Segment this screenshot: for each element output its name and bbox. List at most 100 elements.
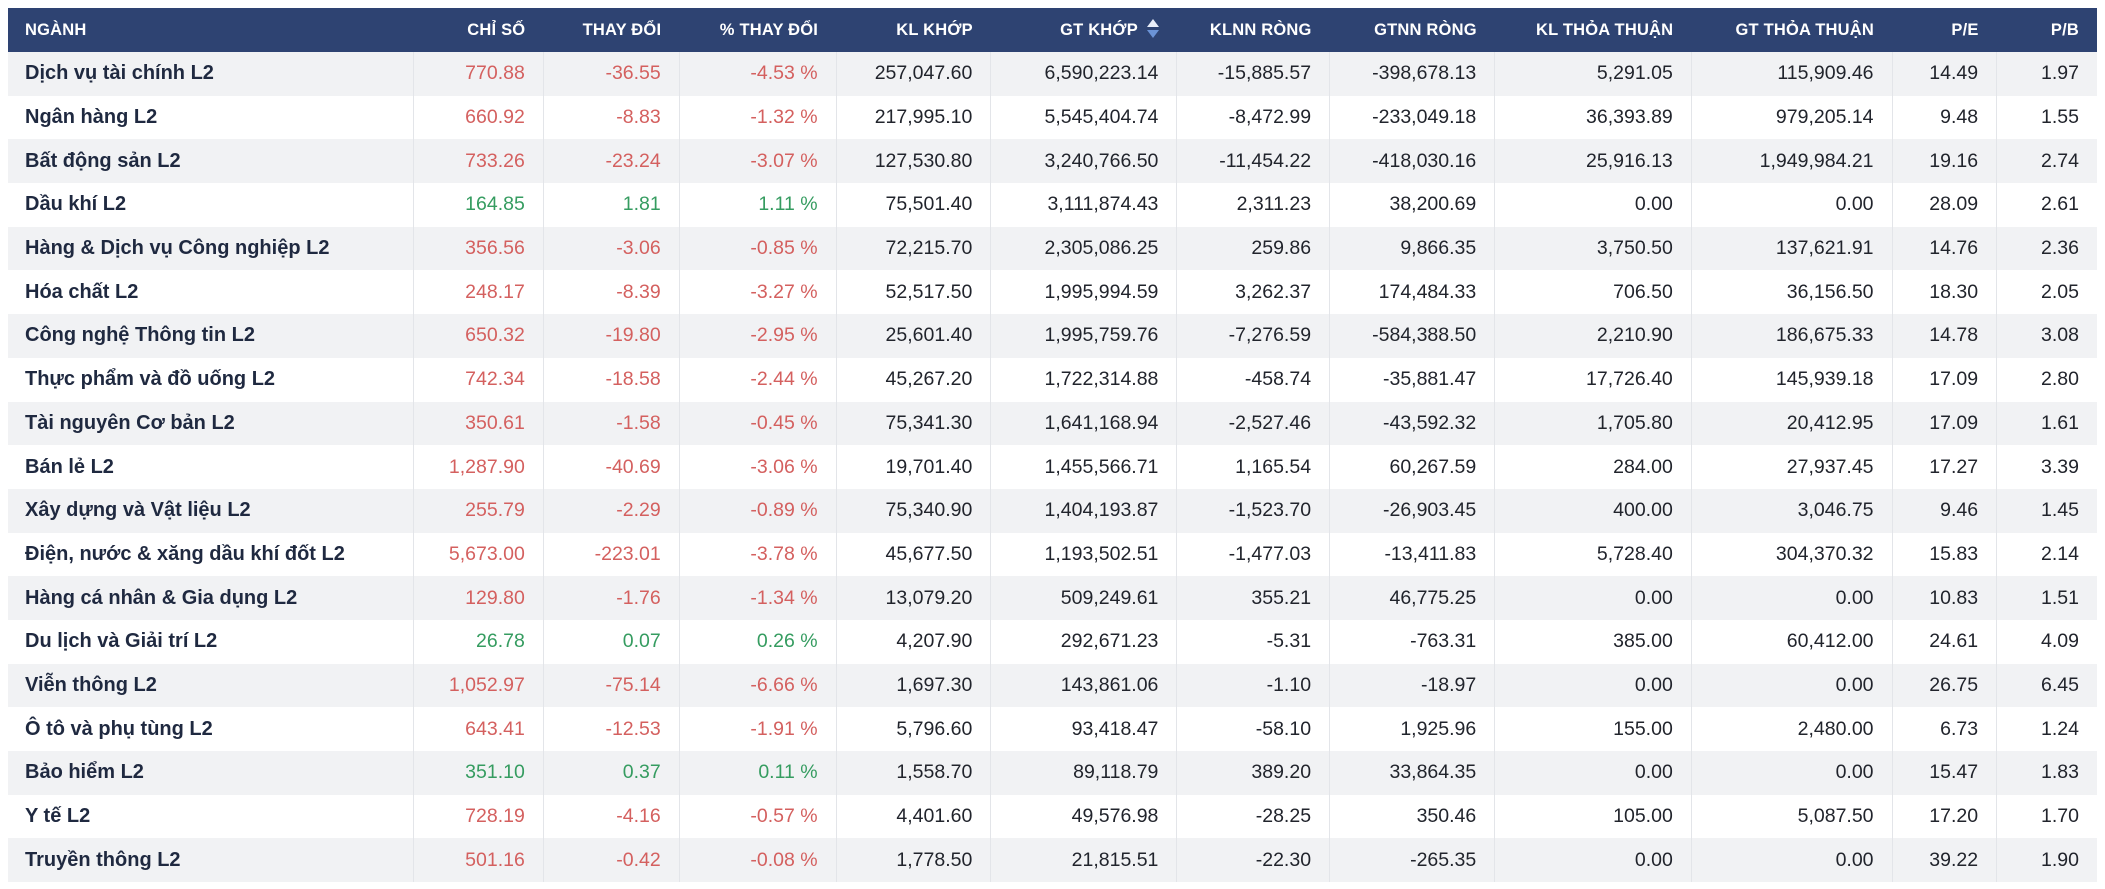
cell-chi_so: 660.92 (413, 95, 544, 140)
cell-kl_thoa_thuan: 5,728.40 (1494, 532, 1692, 577)
cell-klnn_rong: -22.30 (1176, 838, 1330, 883)
cell-thay_doi: -1.58 (542, 401, 680, 446)
column-header-thay_doi[interactable]: THAY ĐỔI (543, 8, 680, 52)
cell-kl_khop: 1,558.70 (835, 751, 991, 795)
column-header-label: KLNN RÒNG (1209, 20, 1312, 39)
table-row[interactable]: Điện, nước & xăng dầu khí đốt L2 5,673.00… (8, 532, 2097, 577)
cell-kl_thoa_thuan: 400.00 (1494, 488, 1692, 533)
cell-pb: 1.90 (1996, 838, 2097, 883)
cell-thay_doi: 0.37 (542, 751, 680, 795)
cell-pb: 2.74 (1996, 139, 2097, 184)
table-row[interactable]: Bảo hiểm L2 351.10 0.37 0.11 % 1,558.70 89,11… (8, 751, 2097, 795)
cell-thay_doi: -75.14 (542, 663, 680, 708)
cell-nganh: Ngân hàng L2 (25, 106, 158, 129)
cell-chi_so: 255.79 (413, 488, 544, 533)
cell-thay_doi: -0.42 (542, 838, 680, 883)
table-row[interactable]: Hóa chất L2 248.17 -8.39 -3.27 % 52,517.50 1,… (8, 270, 2097, 315)
column-header-pb[interactable]: P/B (1996, 8, 2097, 52)
cell-pb: 2.14 (1996, 532, 2097, 577)
cell-gt_thoa_thuan: 137,621.91 (1690, 226, 1893, 271)
column-header-gt_thoa_thuan[interactable]: GT THỎA THUẬN (1691, 8, 1893, 52)
column-header-gt_khop[interactable]: GT KHỚP (990, 8, 1177, 52)
cell-nganh: Ô tô và phụ tùng L2 (25, 717, 213, 740)
column-header-pe[interactable]: P/E (1892, 8, 1997, 52)
table-row[interactable]: Y tế L2 728.19 -4.16 -0.57 % 4,401.60 49,576.… (8, 794, 2097, 839)
column-header-chi_so[interactable]: CHỈ SỐ (413, 8, 544, 52)
table-row[interactable]: Công nghệ Thông tin L2 650.32 -19.80 -2.95 … (8, 314, 2097, 358)
cell-gt_khop: 5,545,404.74 (990, 95, 1177, 140)
table-row[interactable]: Ngân hàng L2 660.92 -8.83 -1.32 % 217,995.10… (8, 95, 2097, 140)
cell-kl_khop: 1,697.30 (835, 663, 991, 708)
cell-gt_thoa_thuan: 115,909.46 (1690, 52, 1893, 96)
cell-klnn_rong: 1,165.54 (1176, 445, 1330, 489)
cell-gt_thoa_thuan: 27,937.45 (1690, 445, 1893, 489)
cell-kl_khop: 4,401.60 (835, 794, 991, 839)
cell-nganh: Công nghệ Thông tin L2 (25, 324, 255, 347)
column-header-kl_khop[interactable]: KL KHỚP (836, 8, 991, 52)
cell-gtnn_rong: 46,775.25 (1329, 576, 1495, 620)
table-row[interactable]: Bán lẻ L2 1,287.90 -40.69 -3.06 % 19,701.40 1… (8, 445, 2097, 489)
cell-pb: 2.05 (1996, 270, 2097, 315)
column-header-pct_thay_doi[interactable]: % THAY ĐỔI (679, 8, 837, 52)
cell-pe: 14.78 (1891, 314, 1997, 358)
cell-kl_khop: 257,047.60 (835, 52, 991, 96)
cell-klnn_rong: -1,523.70 (1176, 488, 1330, 533)
cell-gtnn_rong: -26,903.45 (1329, 488, 1495, 533)
cell-gt_thoa_thuan: 145,939.18 (1690, 357, 1893, 402)
table-row[interactable]: Hàng cá nhân & Gia dụng L2 129.80 -1.76 -1.… (8, 576, 2097, 620)
cell-gtnn_rong: 60,267.59 (1329, 445, 1495, 489)
cell-pe: 28.09 (1891, 183, 1997, 227)
cell-kl_khop: 75,501.40 (835, 183, 991, 227)
table-row[interactable]: Bất động sản L2 733.26 -23.24 -3.07 % 127,53… (8, 139, 2097, 184)
cell-pe: 17.09 (1891, 357, 1997, 402)
cell-pct_thay_doi: -2.44 % (678, 357, 837, 402)
cell-pb: 6.45 (1996, 663, 2097, 708)
cell-gtnn_rong: -13,411.83 (1329, 532, 1495, 577)
table-row[interactable]: Xây dựng và Vật liệu L2 255.79 -2.29 -0.89 … (8, 488, 2097, 533)
cell-pe: 26.75 (1891, 663, 1997, 708)
table-row[interactable]: Viễn thông L2 1,052.97 -75.14 -6.66 % 1,697.… (8, 663, 2097, 708)
cell-pct_thay_doi: -6.66 % (678, 663, 837, 708)
cell-pe: 14.49 (1891, 52, 1997, 96)
cell-kl_khop: 4,207.90 (835, 619, 991, 664)
cell-gt_khop: 3,111,874.43 (990, 183, 1177, 227)
cell-kl_khop: 1,778.50 (835, 838, 991, 883)
cell-chi_so: 26.78 (413, 619, 544, 664)
column-header-label: GT THỎA THUẬN (1735, 20, 1875, 39)
cell-pe: 18.30 (1891, 270, 1997, 315)
cell-kl_thoa_thuan: 284.00 (1494, 445, 1692, 489)
cell-gtnn_rong: -35,881.47 (1329, 357, 1495, 402)
cell-kl_thoa_thuan: 706.50 (1494, 270, 1692, 315)
cell-pct_thay_doi: -3.27 % (678, 270, 837, 315)
column-header-nganh[interactable]: NGÀNH (8, 8, 414, 52)
table-row[interactable]: Dầu khí L2 164.85 1.81 1.11 % 75,501.40 3,111… (8, 183, 2097, 227)
column-header-kl_thoa_thuan[interactable]: KL THỎA THUẬN (1494, 8, 1692, 52)
column-header-label: P/E (1951, 20, 1979, 39)
table-row[interactable]: Ô tô và phụ tùng L2 643.41 -12.53 -1.91 % 5,… (8, 707, 2097, 751)
table-row[interactable]: Du lịch và Giải trí L2 26.78 0.07 0.26 % 4,2… (8, 619, 2097, 664)
column-header-klnn_rong[interactable]: KLNN RÒNG (1176, 8, 1330, 52)
cell-pct_thay_doi: -1.91 % (678, 707, 837, 751)
table-row[interactable]: Tài nguyên Cơ bản L2 350.61 -1.58 -0.45 % 75… (8, 401, 2097, 446)
cell-pct_thay_doi: -3.06 % (678, 445, 837, 489)
cell-gt_thoa_thuan: 0.00 (1690, 751, 1893, 795)
table-row[interactable]: Truyền thông L2 501.16 -0.42 -0.08 % 1,778.5… (8, 838, 2097, 883)
cell-gtnn_rong: -763.31 (1329, 619, 1495, 664)
table-row[interactable]: Hàng & Dịch vụ Công nghiệp L2 356.56 -3.06… (8, 226, 2097, 271)
cell-gtnn_rong: 350.46 (1329, 794, 1495, 839)
cell-gt_thoa_thuan: 20,412.95 (1690, 401, 1893, 446)
column-header-gtnn_rong[interactable]: GTNN RÒNG (1329, 8, 1495, 52)
cell-kl_thoa_thuan: 105.00 (1494, 794, 1692, 839)
table-row[interactable]: Dịch vụ tài chính L2 770.88 -36.55 -4.53 % 2… (8, 52, 2097, 96)
cell-pe: 17.20 (1891, 794, 1997, 839)
cell-gtnn_rong: 33,864.35 (1329, 751, 1495, 795)
table-row[interactable]: Thực phẩm và đồ uống L2 742.34 -18.58 -2.44… (8, 357, 2097, 402)
cell-pct_thay_doi: -0.85 % (678, 226, 837, 271)
cell-nganh: Điện, nước & xăng dầu khí đốt L2 (25, 542, 345, 565)
cell-gt_khop: 1,995,759.76 (990, 314, 1177, 358)
cell-nganh: Bất động sản L2 (25, 149, 181, 172)
cell-gt_khop: 1,404,193.87 (990, 488, 1177, 533)
cell-klnn_rong: -5.31 (1176, 619, 1330, 664)
cell-thay_doi: -36.55 (542, 52, 680, 96)
cell-klnn_rong: 3,262.37 (1176, 270, 1330, 315)
